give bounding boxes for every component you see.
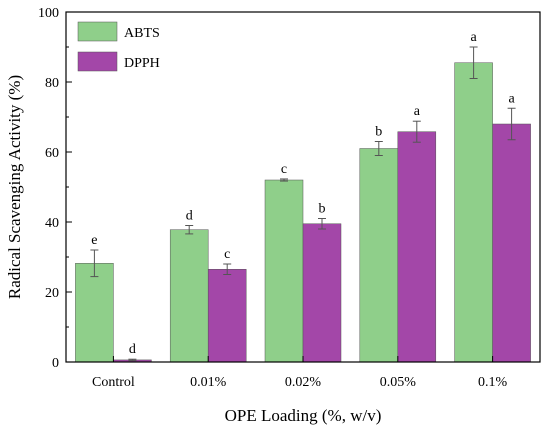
x-tick-label: 0.05% — [380, 375, 417, 390]
legend: ABTS DPPH — [77, 21, 160, 72]
legend-swatch-abts — [77, 21, 118, 42]
y-tick-label: 40 — [45, 216, 59, 231]
significance-label-abts-3: b — [375, 125, 382, 140]
bar-dpph-4 — [492, 123, 531, 363]
bar-abts-1 — [169, 229, 209, 363]
significance-label-abts-0: e — [91, 233, 97, 248]
x-axis: Control 0.01% 0.02% 0.05% 0.1% — [92, 356, 508, 390]
bar-abts-3 — [359, 148, 399, 363]
significance-label-dpph-3: a — [414, 104, 421, 119]
bar-dpph-3 — [397, 131, 437, 363]
significance-label-dpph-0: d — [129, 342, 136, 357]
significance-label-abts-4: a — [470, 30, 477, 45]
y-tick-label: 80 — [45, 76, 59, 91]
significance-label-dpph-2: b — [319, 202, 326, 217]
x-axis-label: OPE Loading (%, w/v) — [225, 406, 382, 425]
y-tick-label: 60 — [45, 146, 59, 161]
legend-label-abts: ABTS — [124, 26, 160, 41]
y-axis-label: Radical Scavenging Activity (%) — [5, 75, 24, 299]
y-tick-label: 20 — [45, 286, 59, 301]
y-tick-label: 100 — [38, 6, 59, 21]
bar-abts-4 — [454, 62, 493, 363]
legend-label-dpph: DPPH — [124, 56, 160, 71]
legend-swatch-dpph — [77, 51, 118, 72]
significance-label-dpph-4: a — [508, 91, 515, 106]
significance-label-abts-2: c — [281, 162, 287, 177]
bar-abts-0 — [75, 263, 114, 363]
x-tick-label: 0.02% — [285, 375, 322, 390]
x-tick-label: 0.01% — [190, 375, 227, 390]
significance-label-abts-1: d — [186, 209, 193, 224]
x-tick-label: 0.1% — [478, 375, 508, 390]
y-axis: 0 20 40 60 80 100 — [38, 6, 72, 371]
bar-abts-2 — [264, 179, 304, 363]
bar-dpph-1 — [207, 269, 247, 363]
bar-dpph-2 — [302, 223, 342, 363]
x-tick-label: Control — [92, 375, 135, 390]
plot-marks: e d c b a d c b a a — [75, 30, 531, 363]
y-tick-label: 0 — [52, 356, 59, 371]
significance-label-dpph-1: c — [224, 247, 230, 262]
